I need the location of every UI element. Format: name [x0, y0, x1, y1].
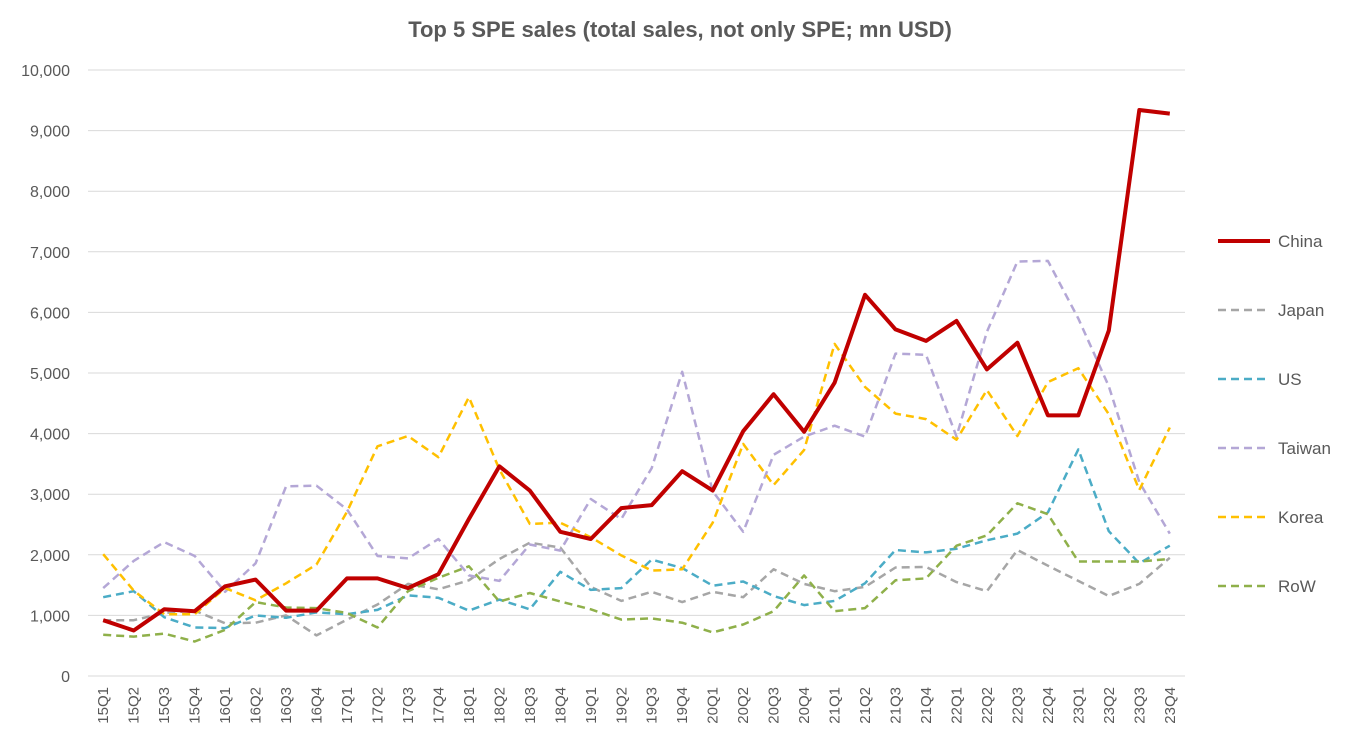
x-tick-label: 15Q4 [187, 687, 204, 724]
x-tick-label: 19Q4 [674, 687, 691, 724]
x-tick-label: 16Q2 [248, 687, 265, 724]
x-tick-label: 20Q2 [735, 687, 752, 724]
x-tick-label: 22Q3 [1009, 687, 1026, 724]
x-tick-label: 16Q3 [278, 687, 295, 724]
x-tick-label: 17Q4 [430, 687, 447, 724]
x-tick-label: 16Q4 [309, 687, 326, 724]
y-tick-label: 10,000 [21, 63, 70, 80]
x-tick-label: 17Q1 [339, 687, 356, 724]
y-tick-label: 0 [61, 669, 70, 686]
legend-label-japan: Japan [1278, 301, 1324, 320]
series-line-japan [103, 541, 1171, 637]
x-tick-label: 21Q4 [918, 687, 935, 724]
x-tick-label: 22Q1 [948, 687, 965, 724]
x-tick-label: 15Q3 [156, 687, 173, 724]
chart-title: Top 5 SPE sales (total sales, not only S… [408, 17, 952, 42]
x-tick-label: 18Q1 [461, 687, 478, 724]
y-tick-label: 1,000 [30, 608, 70, 625]
x-tick-label: 20Q3 [766, 687, 783, 724]
series-line-china [102, 108, 1171, 633]
grid-lines [88, 69, 1185, 677]
plot-area [102, 108, 1171, 643]
legend-label-china: China [1278, 232, 1323, 251]
x-tick-label: 22Q4 [1040, 687, 1057, 724]
x-tick-label: 23Q1 [1070, 687, 1087, 724]
y-tick-label: 2,000 [30, 548, 70, 565]
x-tick-label: 19Q3 [644, 687, 661, 724]
x-tick-label: 21Q3 [888, 687, 905, 724]
y-tick-label: 5,000 [30, 366, 70, 383]
y-tick-label: 6,000 [30, 305, 70, 322]
x-tick-label: 19Q2 [613, 687, 630, 724]
series-line-row [103, 502, 1170, 643]
x-tick-label: 15Q1 [95, 687, 112, 724]
x-tick-label: 21Q1 [827, 687, 844, 724]
x-tick-label: 23Q3 [1131, 687, 1148, 724]
x-tick-label: 21Q2 [857, 687, 874, 724]
series-line-taiwan [102, 259, 1171, 594]
series-line-korea [102, 342, 1171, 616]
x-tick-label: 23Q4 [1162, 687, 1179, 724]
x-tick-label: 22Q2 [979, 687, 996, 724]
x-tick-label: 17Q2 [369, 687, 386, 724]
x-tick-label: 16Q1 [217, 687, 234, 724]
x-tick-label: 20Q4 [796, 687, 813, 724]
x-tick-label: 18Q2 [491, 687, 508, 724]
x-tick-label: 18Q3 [522, 687, 539, 724]
y-tick-label: 9,000 [30, 124, 70, 141]
y-tick-label: 8,000 [30, 184, 70, 201]
legend: China Japan US Taiwan Korea RoW [1218, 232, 1331, 596]
x-tick-label: 17Q3 [400, 687, 417, 724]
legend-label-korea: Korea [1278, 508, 1324, 527]
x-tick-label: 23Q2 [1101, 687, 1118, 724]
y-tick-label: 4,000 [30, 427, 70, 444]
y-tick-label: 3,000 [30, 487, 70, 504]
x-tick-label: 20Q1 [705, 687, 722, 724]
legend-label-row: RoW [1278, 577, 1316, 596]
legend-label-taiwan: Taiwan [1278, 439, 1331, 458]
x-tick-label: 15Q2 [126, 687, 143, 724]
x-tick-label: 18Q4 [552, 687, 569, 724]
legend-label-us: US [1278, 370, 1302, 389]
y-tick-label: 7,000 [30, 245, 70, 262]
x-tick-label: 19Q1 [583, 687, 600, 724]
series-line-us [102, 448, 1171, 630]
x-axis: 15Q1 15Q2 15Q3 15Q4 16Q1 16Q2 16Q3 16Q4 17Q1 17Q2… [95, 687, 1179, 724]
y-axis: 0 1,000 2,000 3,000 4,000 5,000 6,000 7,000 8,00… [21, 63, 70, 686]
